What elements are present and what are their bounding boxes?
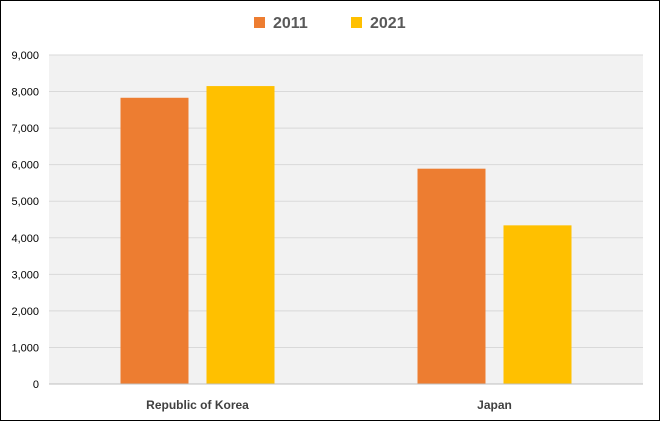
y-tick-label: 0 xyxy=(33,379,39,391)
legend-swatch-2011 xyxy=(254,17,265,28)
category-label: Japan xyxy=(477,398,512,412)
y-tick-label: 9,000 xyxy=(11,50,39,62)
legend-label: 2021 xyxy=(370,15,406,32)
y-tick-label: 8,000 xyxy=(11,87,39,99)
y-tick-label: 7,000 xyxy=(11,123,39,135)
category-labels: Republic of Korea Japan xyxy=(146,398,512,412)
legend-label: 2011 xyxy=(273,15,308,32)
y-tick-label: 3,000 xyxy=(11,269,39,281)
bar-2011 xyxy=(417,168,486,384)
bars xyxy=(120,86,572,385)
y-tick-label: 5,000 xyxy=(11,196,39,208)
category-label: Republic of Korea xyxy=(146,398,249,412)
y-tick-label: 2,000 xyxy=(11,306,39,318)
bar-2021 xyxy=(206,86,275,385)
bar-2021 xyxy=(503,225,572,384)
legend: 2011 2021 xyxy=(254,15,406,32)
y-tick-label: 4,000 xyxy=(11,233,39,245)
y-axis-tick-labels: 0 1,000 2,000 3,000 4,000 5,000 6,000 7,000 8,00… xyxy=(11,50,39,391)
bar-2011 xyxy=(120,97,189,385)
y-tick-label: 1,000 xyxy=(11,342,39,354)
legend-swatch-2021 xyxy=(351,17,362,28)
y-tick-label: 6,000 xyxy=(11,160,39,172)
